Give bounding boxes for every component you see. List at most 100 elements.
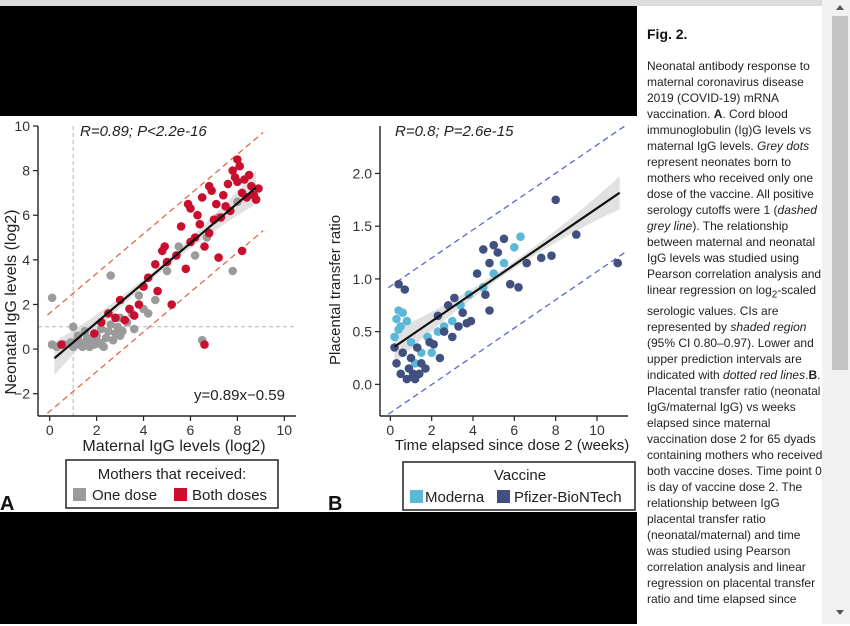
data-point bbox=[514, 283, 523, 292]
data-point bbox=[214, 253, 223, 262]
caption-fragment: A bbox=[713, 107, 723, 121]
data-point bbox=[572, 230, 581, 239]
y-tick-label: 0 bbox=[22, 341, 30, 357]
data-point bbox=[233, 177, 242, 187]
data-point bbox=[108, 335, 118, 345]
caption-fragment: dotted red lines bbox=[723, 368, 806, 383]
data-point bbox=[195, 219, 205, 229]
caption-fragment: represent neonates born to mothers who r… bbox=[647, 155, 814, 217]
data-point bbox=[392, 314, 401, 324]
data-point bbox=[176, 222, 186, 231]
data-point bbox=[160, 242, 169, 251]
data-point bbox=[181, 264, 191, 274]
data-point bbox=[493, 248, 503, 257]
caption-fragment: Neonatal antibody response to maternal c… bbox=[647, 59, 810, 121]
data-point bbox=[153, 286, 162, 296]
data-point bbox=[129, 324, 139, 334]
caption-fragment: B bbox=[808, 368, 818, 383]
caption-fragment: -scaled serologic values. CIs are repres… bbox=[647, 283, 816, 335]
data-point bbox=[392, 359, 401, 368]
scrollbar-thumb[interactable] bbox=[832, 16, 848, 370]
y-tick-label: 1.5 bbox=[353, 218, 373, 234]
figure-svg: R=0.89; P<2.2e-16 y=0.89x−0.59 Maternal … bbox=[0, 118, 636, 515]
data-point bbox=[536, 253, 546, 263]
caption-fragment: dashed grey line bbox=[647, 203, 817, 233]
data-point bbox=[485, 258, 494, 268]
data-point bbox=[551, 195, 560, 205]
y-tick-label: 2.0 bbox=[353, 165, 373, 181]
x-tick-label: 0 bbox=[386, 422, 394, 438]
data-point bbox=[458, 308, 468, 317]
x-tick-label: 0 bbox=[46, 422, 54, 438]
data-point bbox=[406, 353, 416, 363]
data-point bbox=[235, 161, 244, 171]
data-point bbox=[510, 243, 519, 252]
caption-fragment: . bbox=[805, 368, 809, 383]
prediction-interval-upper bbox=[46, 131, 264, 316]
x-tick-label: 2 bbox=[428, 422, 436, 438]
data-point bbox=[197, 193, 207, 202]
data-point bbox=[204, 228, 214, 238]
panel-a-legend-title: Mothers that received: bbox=[98, 466, 246, 483]
caption-fragment: (95% CI 0.80–0.97). Lower and upper pred… bbox=[647, 336, 814, 383]
data-point bbox=[106, 320, 115, 329]
caption-fragment: . Placental transfer ratio (neonatal IgG… bbox=[647, 368, 822, 607]
data-point bbox=[242, 193, 251, 202]
caption-fragment: . Cord blood immunoglobulin (Ig)G levels… bbox=[647, 107, 812, 153]
data-point bbox=[394, 325, 403, 334]
x-tick-label: 4 bbox=[469, 422, 477, 438]
data-point bbox=[134, 300, 144, 309]
data-point bbox=[237, 246, 247, 256]
panel-a-plot: 0 2 4 6 8 10 −2 0 2 4 6 8 10 bbox=[14, 118, 296, 438]
data-point bbox=[212, 199, 221, 209]
x-tick-label: 10 bbox=[589, 422, 605, 438]
data-point bbox=[402, 374, 412, 384]
data-point bbox=[406, 337, 416, 347]
data-point bbox=[547, 251, 556, 260]
data-point bbox=[499, 258, 509, 268]
y-tick-label: 2 bbox=[22, 296, 30, 312]
data-point bbox=[68, 322, 78, 332]
vertical-scrollbar[interactable] bbox=[822, 0, 850, 624]
data-point bbox=[244, 170, 254, 180]
panel-b: R=0.8; P=2.6e-15 Time elapsed since dose… bbox=[327, 123, 636, 515]
data-point bbox=[200, 340, 209, 349]
data-point bbox=[400, 285, 410, 294]
legend-swatch-both-doses bbox=[174, 488, 187, 501]
data-point bbox=[90, 329, 99, 338]
x-tick-label: 2 bbox=[93, 422, 101, 438]
data-point bbox=[479, 245, 488, 254]
panel-a-xlabel: Maternal IgG levels (log2) bbox=[82, 438, 265, 455]
figure-letterbox-top bbox=[0, 6, 637, 116]
panel-a-ylabel: Neonatal IgG levels (log2) bbox=[3, 210, 20, 395]
legend-swatch-one-dose bbox=[73, 488, 86, 501]
data-point bbox=[167, 300, 176, 309]
prediction-interval-lower bbox=[387, 251, 627, 415]
data-point bbox=[193, 210, 202, 220]
panel-b-ylabel: Placental transfer ratio bbox=[327, 215, 344, 365]
data-point bbox=[402, 316, 412, 326]
legend-label-one-dose: One dose bbox=[92, 487, 157, 504]
data-point bbox=[228, 266, 237, 276]
data-point bbox=[200, 242, 209, 251]
data-point bbox=[421, 364, 430, 373]
prediction-interval-lower bbox=[46, 230, 264, 414]
panel-b-stat: R=0.8; P=2.6e-15 bbox=[395, 123, 514, 140]
scroll-up-arrow-icon[interactable] bbox=[832, 0, 848, 14]
figure-caption: Fig. 2. Neonatal antibody response to ma… bbox=[638, 6, 822, 624]
panel-a-label: A bbox=[0, 493, 14, 512]
data-point bbox=[396, 369, 406, 379]
data-point bbox=[466, 316, 476, 326]
data-point bbox=[415, 369, 424, 379]
scroll-down-arrow-icon[interactable] bbox=[832, 606, 848, 622]
caption-fragment: 2 bbox=[771, 289, 778, 301]
series-both-doses bbox=[57, 155, 263, 349]
x-tick-label: 10 bbox=[276, 422, 292, 438]
data-point bbox=[118, 326, 127, 336]
data-point bbox=[151, 260, 160, 269]
data-point bbox=[454, 322, 463, 331]
data-point bbox=[101, 333, 111, 343]
data-point bbox=[485, 306, 494, 315]
data-point bbox=[448, 316, 457, 326]
panel-b-label: B bbox=[328, 493, 342, 512]
